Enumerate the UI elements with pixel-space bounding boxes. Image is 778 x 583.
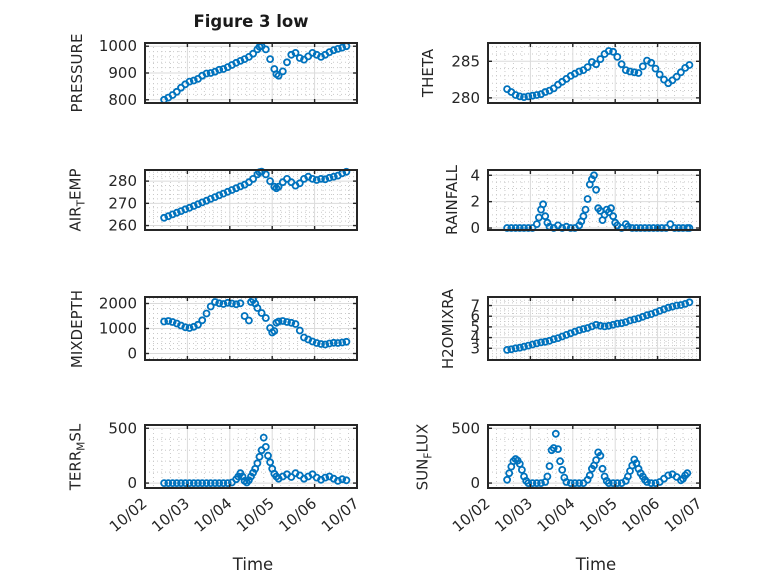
xtick-label: 10/07 bbox=[318, 494, 363, 536]
ylabel-sun-flux: SUNFLUX bbox=[413, 423, 435, 490]
xtick-label: 10/05 bbox=[233, 494, 278, 536]
ytick-label-mixdepth: 1000 bbox=[99, 320, 137, 338]
xtick-label: 10/03 bbox=[491, 494, 536, 536]
xtick-label: 10/05 bbox=[576, 494, 621, 536]
ytick-label-theta: 280 bbox=[451, 89, 480, 107]
ytick-label-air-temp: 270 bbox=[108, 194, 137, 212]
xtick-label: 10/06 bbox=[618, 494, 663, 536]
xtick-label: 10/02 bbox=[449, 494, 494, 536]
xtick-label: 10/07 bbox=[661, 494, 706, 536]
ylabel-pressure: PRESSURE bbox=[68, 33, 86, 113]
ytick-label-terr-msl: 500 bbox=[108, 419, 137, 437]
ytick-label-terr-msl: 0 bbox=[127, 474, 137, 492]
xtick-label: 10/04 bbox=[534, 494, 579, 536]
xtick-label: 10/06 bbox=[275, 494, 320, 536]
ytick-label-sun-flux: 0 bbox=[470, 474, 480, 492]
xtick-label: 10/02 bbox=[106, 494, 151, 536]
subplot-rainfall: 0 2 4 bbox=[470, 166, 701, 237]
figure-title: Figure 3 low bbox=[193, 12, 309, 31]
ytick-label-sun-flux: 500 bbox=[451, 419, 480, 437]
subplot-theta: 280 285 bbox=[451, 42, 701, 107]
ylabel-mixdepth: MIXDEPTH bbox=[68, 289, 86, 368]
xtick-label: 10/04 bbox=[191, 494, 236, 536]
ylabel-theta: THETA bbox=[419, 48, 437, 98]
subplot-pressure: 800 900 1000 bbox=[99, 37, 358, 109]
subplot-mixdepth: 0 1000 2000 bbox=[99, 295, 358, 363]
subplot-air-temp: 260 270 280 bbox=[108, 167, 358, 235]
ylabel-air-temp: AIRTEMP bbox=[66, 168, 88, 232]
xtick-label: 10/03 bbox=[148, 494, 193, 536]
subplot-mixdepth-markers bbox=[160, 295, 351, 349]
ylabel-rainfall: RAINFALL bbox=[443, 165, 461, 235]
xlabel-time-right: Time bbox=[575, 555, 617, 574]
ytick-label-air-temp: 280 bbox=[108, 172, 137, 190]
ytick-label-mixdepth: 2000 bbox=[99, 295, 137, 313]
ylabel-h2omixra: H2OMIXRA bbox=[439, 288, 457, 369]
ytick-label-h2omixra: 7 bbox=[470, 297, 480, 315]
ytick-label-h2omixra: 6 bbox=[470, 307, 480, 325]
ylabel-terr-msl: TERRMSL bbox=[66, 423, 88, 490]
ytick-label-rainfall: 4 bbox=[470, 166, 480, 184]
subplot-pressure-markers bbox=[160, 42, 351, 104]
ytick-label-mixdepth: 0 bbox=[127, 345, 137, 363]
subplot-sun-flux-markers bbox=[503, 429, 692, 488]
ytick-label-pressure: 800 bbox=[108, 91, 137, 109]
subplot-terr-msl-markers bbox=[160, 433, 351, 488]
xlabel-time-left: Time bbox=[232, 555, 274, 574]
ytick-label-rainfall: 0 bbox=[470, 219, 480, 237]
ytick-label-pressure: 900 bbox=[108, 64, 137, 82]
subplot-h2omixra-markers bbox=[503, 298, 694, 354]
ytick-label-h2omixra: 5 bbox=[470, 318, 480, 336]
ytick-label-pressure: 1000 bbox=[99, 37, 137, 55]
ytick-label-air-temp: 260 bbox=[108, 217, 137, 235]
ytick-label-theta: 285 bbox=[451, 52, 480, 70]
ytick-label-h2omixra: 4 bbox=[470, 329, 480, 347]
ytick-label-h2omixra: 3 bbox=[470, 339, 480, 357]
subplot-air-temp-markers bbox=[160, 167, 351, 222]
ytick-label-rainfall: 2 bbox=[470, 193, 480, 211]
subplot-theta-markers bbox=[503, 47, 694, 101]
